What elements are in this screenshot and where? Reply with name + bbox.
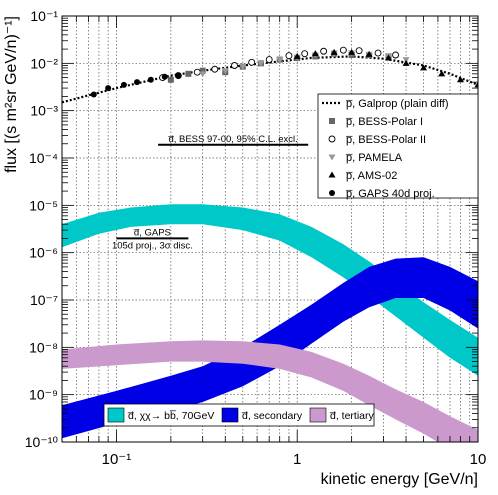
limit-sublabel: 105d proj., 3σ disc. — [112, 240, 193, 251]
y-tick-label: 10⁻¹⁰ — [25, 434, 59, 450]
data-point — [221, 68, 229, 75]
y-tick-label: 10⁻⁷ — [30, 292, 58, 308]
legend-label: p̅, GAPS 40d proj. — [345, 188, 434, 200]
legend-entry: p̅, BESS-Polar II — [328, 134, 426, 146]
x-tick-label: 1 — [293, 451, 301, 468]
band-legend-entry: d̅, tertiary — [309, 407, 375, 423]
data-point — [257, 60, 265, 67]
data-point — [365, 50, 373, 57]
data-point — [420, 64, 428, 71]
limit-label: d̅, BESS 97-00, 95% C.L. excl. — [168, 134, 298, 145]
legend-label: p̅, Galprop (plain diff) — [345, 98, 448, 110]
data-point — [167, 76, 174, 83]
gaps-limit: d̅, GAPS 105d proj., 3σ disc. — [112, 227, 193, 251]
band-swatch — [309, 407, 327, 423]
band-swatch — [107, 407, 125, 423]
data-point — [385, 54, 393, 61]
legend-label: p̅, PAMELA — [345, 152, 402, 164]
data-point — [90, 91, 97, 98]
y-tick-label: 10⁻⁹ — [29, 387, 58, 403]
data-point — [285, 52, 293, 60]
data-point — [402, 59, 410, 66]
y-tick-label: 10⁻⁵ — [29, 197, 58, 213]
data-point — [474, 81, 478, 88]
data-point — [311, 50, 319, 57]
tertiary-band — [62, 340, 478, 442]
legend-swatch — [328, 135, 336, 143]
bess-limit: d̅, BESS 97-00, 95% C.L. excl. — [158, 134, 309, 146]
legend-label: p̅, BESS-Polar II — [345, 134, 426, 146]
x-axis-label: kinetic energy [GeV/n] — [321, 471, 478, 488]
data-point — [193, 68, 201, 76]
data-point — [456, 76, 464, 83]
legend-label: p̅, AMS-02 — [345, 170, 397, 182]
band-legend-box — [103, 403, 375, 427]
band-legend-entry: d̅, secondary — [221, 407, 303, 423]
data-point — [339, 46, 347, 54]
band-label: d̅, tertiary — [329, 410, 375, 422]
y-tick-label: 10⁻¹ — [30, 8, 58, 24]
legend-entry: p̅, BESS-Polar I — [329, 116, 423, 128]
legend-entry: p̅, Galprop (plain diff) — [322, 98, 449, 110]
data-layer: d̅, BESS 97-00, 95% C.L. excl. d̅, GAPS 10… — [62, 46, 478, 442]
data-point — [330, 48, 338, 55]
band-legend-entry: d̅, χχ→ bb̅, 70GeV — [107, 407, 215, 423]
x-tick-label: 10⁻¹ — [102, 451, 132, 468]
data-point — [239, 64, 247, 71]
legend-entry: p̅, PAMELA — [328, 152, 403, 164]
data-point — [147, 76, 154, 83]
data-point — [438, 70, 446, 77]
limit-label: d̅, GAPS — [133, 227, 170, 238]
legend-entry: p̅, GAPS 40d proj. — [329, 188, 435, 200]
data-point — [374, 49, 382, 57]
ams02-series — [293, 48, 478, 88]
y-tick-label: 10⁻⁶ — [29, 245, 58, 261]
band-legend: d̅, χχ→ bb̅, 70GeV d̅, secondary d̅, terti… — [103, 403, 375, 427]
y-tick-label: 10⁻⁴ — [29, 150, 58, 166]
data-point — [248, 58, 256, 66]
data-point — [120, 81, 127, 88]
data-point — [105, 85, 112, 92]
data-point — [355, 47, 363, 55]
data-point — [301, 50, 309, 58]
legend-swatch — [329, 118, 335, 124]
y-tick-label: 10⁻³ — [30, 103, 58, 119]
data-point — [185, 70, 192, 77]
data-point — [134, 79, 141, 86]
y-tick-label: 10⁻² — [30, 55, 58, 71]
data-point — [161, 73, 168, 80]
y-tick-label: 10⁻⁸ — [29, 339, 58, 355]
data-point — [265, 56, 273, 64]
data-point — [211, 65, 219, 73]
band-label: d̅, χχ→ bb̅, 70GeV — [127, 410, 215, 422]
plot-frame — [61, 15, 479, 443]
data-point — [293, 52, 301, 59]
data-point — [392, 51, 400, 59]
legend-box — [317, 93, 479, 199]
band-label: d̅, secondary — [241, 410, 303, 422]
data-point — [348, 48, 356, 55]
data-point — [231, 62, 238, 69]
y-axis-label: flux [(s m²sr GeV/n)⁻¹] — [3, 16, 20, 173]
legend-swatch — [329, 190, 335, 196]
legend: p̅, Galprop (plain diff) p̅, BESS-Polar I… — [317, 93, 479, 200]
data-point — [175, 72, 182, 79]
data-point — [276, 57, 284, 64]
band-swatch — [221, 407, 239, 423]
gaps-pbar-series — [90, 72, 182, 98]
legend-label: p̅, BESS-Polar I — [345, 116, 423, 128]
legend-swatch — [328, 171, 336, 178]
legend-entry: p̅, AMS-02 — [328, 170, 397, 182]
legend-swatch — [328, 154, 336, 161]
x-tick-label: 10 — [470, 451, 487, 468]
data-point — [199, 67, 206, 74]
data-point — [199, 71, 207, 78]
data-point — [320, 47, 328, 55]
